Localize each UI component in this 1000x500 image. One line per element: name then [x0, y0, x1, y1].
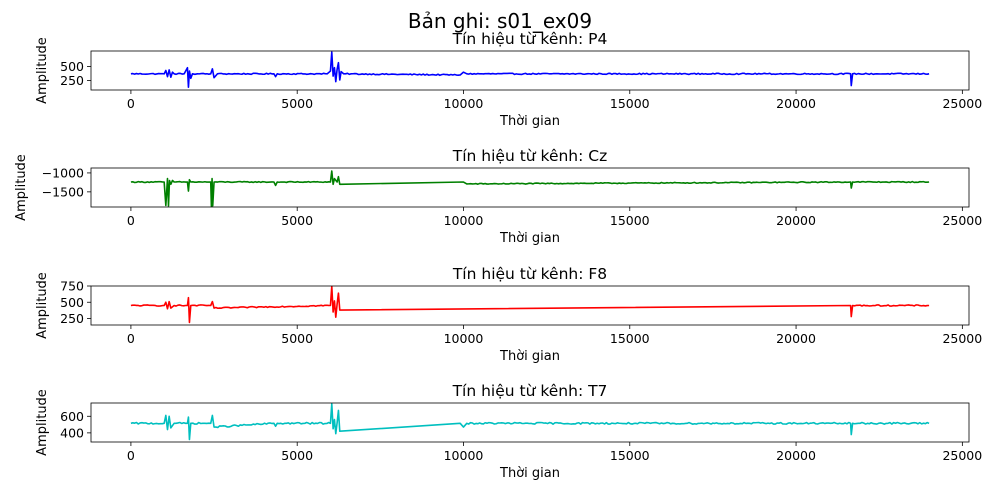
- x-tick-label-2-0: 0: [127, 331, 135, 346]
- y-axis-label-0: Amplitude: [35, 37, 50, 104]
- x-tick-label-0-4: 20000: [776, 96, 816, 111]
- x-tick-label-3-1: 5000: [281, 448, 313, 463]
- signal-line-3: [130, 403, 930, 441]
- axes-frame-3: [90, 402, 970, 443]
- y-tick-label-3-0: 400: [60, 425, 84, 440]
- x-tick-label-2-4: 20000: [776, 331, 816, 346]
- x-tick-label-0-1: 5000: [281, 96, 313, 111]
- y-axis-label-2: Amplitude: [35, 272, 50, 339]
- y-tick-label-1-0: −1500: [42, 184, 84, 199]
- axes-frame-1: [90, 167, 970, 208]
- subplot-title-2: Tín hiệu từ kênh: F8: [452, 265, 607, 283]
- x-axis-label-3: Thời gian: [499, 466, 560, 481]
- x-tick-label-0-2: 10000: [444, 96, 484, 111]
- figure-suptitle: Bản ghi: s01_ex09: [408, 9, 592, 33]
- x-tick-label-1-3: 15000: [610, 213, 650, 228]
- subplot-1: 0 5000 10000 15000 20000 25000 −1500 −1000 Tín h…: [14, 147, 982, 246]
- x-axis-label-0: Thời gian: [499, 114, 560, 129]
- x-tick-label-1-1: 5000: [281, 213, 313, 228]
- x-tick-label-2-5: 25000: [942, 331, 982, 346]
- x-tick-label-1-5: 25000: [942, 213, 982, 228]
- x-axis-label-1: Thời gian: [499, 231, 560, 246]
- y-tick-label-2-1: 500: [60, 295, 84, 310]
- signal-line-1: [130, 170, 930, 207]
- y-axis-label-1: Amplitude: [14, 154, 29, 221]
- y-tick-label-0-0: 250: [60, 73, 84, 88]
- y-tick-label-0-1: 500: [60, 59, 84, 74]
- x-tick-label-3-0: 0: [127, 448, 135, 463]
- axes-frame-0: [90, 50, 970, 91]
- y-tick-label-2-2: 750: [60, 279, 84, 294]
- y-tick-label-2-0: 250: [60, 311, 84, 326]
- subplot-title-3: Tín hiệu từ kênh: T7: [452, 382, 608, 400]
- x-tick-label-0-5: 25000: [942, 96, 982, 111]
- y-axis-label-3: Amplitude: [35, 389, 50, 456]
- x-tick-label-2-3: 15000: [610, 331, 650, 346]
- x-tick-label-1-4: 20000: [776, 213, 816, 228]
- x-tick-label-3-5: 25000: [942, 448, 982, 463]
- x-tick-label-2-2: 10000: [444, 331, 484, 346]
- x-tick-label-0-0: 0: [127, 96, 135, 111]
- x-tick-label-0-3: 15000: [610, 96, 650, 111]
- x-tick-label-1-0: 0: [127, 213, 135, 228]
- x-tick-label-3-2: 10000: [444, 448, 484, 463]
- axes-frame-2: [90, 285, 970, 326]
- subplot-title-0: Tín hiệu từ kênh: P4: [452, 30, 608, 48]
- x-tick-label-3-3: 15000: [610, 448, 650, 463]
- x-tick-label-3-4: 20000: [776, 448, 816, 463]
- signal-line-2: [130, 286, 930, 324]
- x-axis-label-2: Thời gian: [499, 349, 560, 364]
- x-tick-label-2-1: 5000: [281, 331, 313, 346]
- signal-line-0: [130, 51, 930, 89]
- x-tick-label-1-2: 10000: [444, 213, 484, 228]
- subplot-title-1: Tín hiệu từ kênh: Cz: [452, 147, 608, 165]
- y-tick-label-1-1: −1000: [42, 165, 84, 180]
- y-tick-label-3-1: 600: [60, 409, 84, 424]
